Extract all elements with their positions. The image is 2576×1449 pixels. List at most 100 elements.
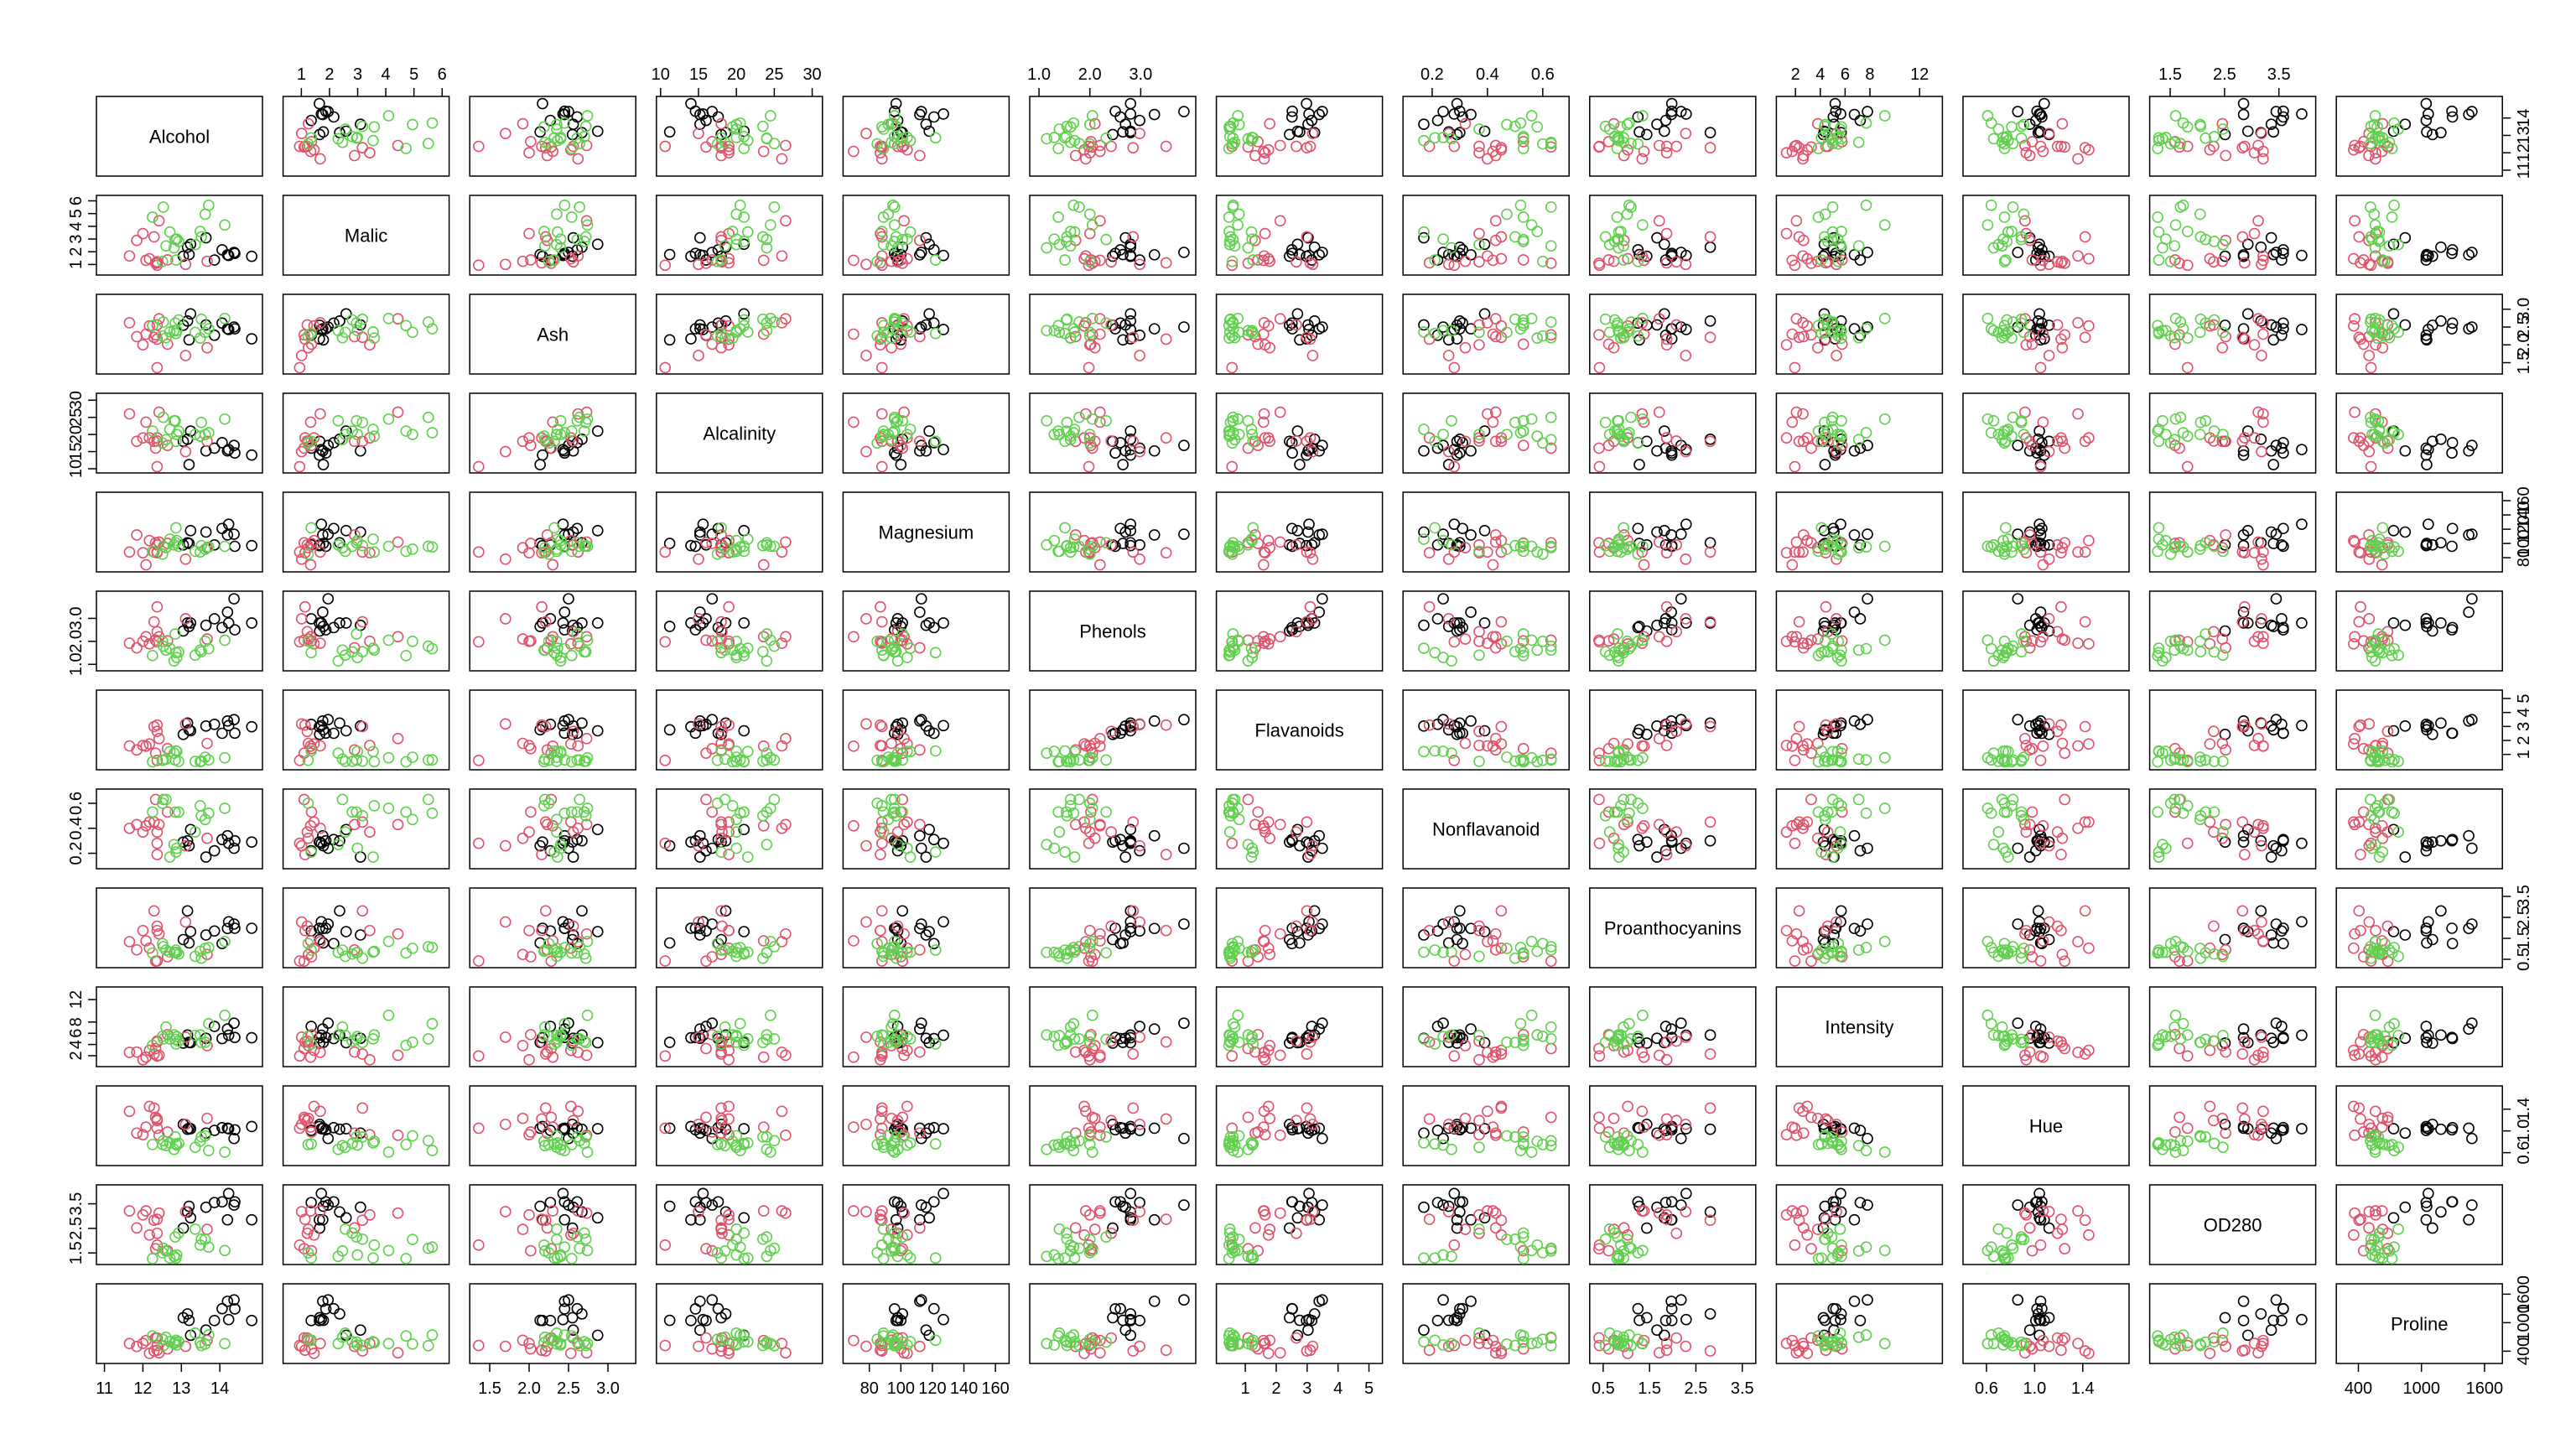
point: [2363, 916, 2376, 928]
point: [2174, 138, 2187, 150]
point: [1124, 97, 1137, 110]
point: [693, 553, 704, 565]
point: [1041, 132, 1052, 145]
point: [848, 328, 860, 340]
point: [534, 248, 546, 261]
point: [426, 117, 439, 129]
point: [700, 114, 712, 127]
point: [2037, 416, 2049, 428]
point: [1418, 444, 1430, 457]
point: [317, 529, 329, 541]
point: [2217, 428, 2229, 440]
point: [1638, 328, 1650, 340]
point: [1818, 524, 1831, 537]
point: [2034, 361, 2047, 374]
point: [1599, 120, 1612, 132]
point: [1160, 924, 1172, 937]
point: [1086, 1009, 1098, 1021]
point: [706, 918, 719, 930]
point: [1641, 435, 1653, 448]
point: [1862, 439, 1873, 452]
point: [1245, 226, 1258, 238]
point: [1611, 211, 1623, 223]
point: [2296, 916, 2308, 928]
point: [131, 641, 143, 654]
point: [351, 842, 363, 854]
point: [1178, 1017, 1190, 1029]
point: [295, 839, 308, 852]
point: [551, 123, 563, 135]
point: [2276, 329, 2288, 341]
point: [2177, 117, 2189, 129]
point: [1294, 459, 1306, 470]
point: [711, 330, 724, 342]
point: [1797, 408, 1809, 420]
point: [1148, 1023, 1161, 1035]
point: [1258, 558, 1270, 571]
point: [1148, 922, 1161, 935]
point: [123, 637, 136, 649]
point: [1525, 935, 1538, 948]
point: [1418, 642, 1430, 654]
point: [1124, 425, 1137, 437]
point: [1437, 918, 1449, 930]
point: [1454, 105, 1466, 117]
point: [2153, 326, 2165, 338]
point: [882, 208, 895, 221]
point: [2153, 254, 2165, 266]
point: [349, 435, 361, 448]
point: [2372, 132, 2385, 144]
point: [2387, 617, 2400, 629]
panel-frame: [2335, 491, 2503, 573]
point: [216, 437, 228, 449]
point: [314, 97, 325, 110]
point: [920, 118, 932, 130]
point: [780, 215, 792, 227]
point: [2023, 720, 2036, 732]
point: [1545, 257, 1557, 269]
point: [1603, 545, 1616, 558]
point: [2072, 637, 2084, 649]
point: [730, 123, 742, 135]
point: [2152, 143, 2163, 154]
point: [875, 600, 886, 613]
point: [2376, 254, 2389, 266]
point: [898, 406, 910, 418]
point: [1067, 117, 1080, 129]
point: [1105, 435, 1117, 447]
point: [1313, 249, 1325, 261]
point: [1651, 231, 1663, 244]
point: [302, 437, 314, 449]
point: [2043, 538, 2055, 551]
point: [407, 636, 418, 647]
point: [537, 97, 548, 110]
point: [1100, 947, 1112, 959]
point: [1245, 533, 1258, 545]
panel-frame: [2148, 392, 2317, 474]
point: [246, 922, 258, 934]
point: [2463, 829, 2475, 842]
point: [734, 323, 746, 335]
point: [1160, 547, 1172, 558]
point: [1636, 317, 1649, 329]
point: [2252, 139, 2264, 152]
point: [2036, 111, 2048, 123]
point: [780, 536, 792, 548]
point: [914, 249, 926, 261]
point: [1495, 142, 1508, 153]
point: [179, 258, 192, 271]
point: [1258, 153, 1270, 165]
point: [929, 647, 942, 659]
point: [382, 413, 395, 425]
point: [523, 147, 535, 158]
point: [898, 927, 910, 940]
point: [937, 617, 949, 629]
point: [1233, 208, 1245, 221]
point: [1086, 312, 1098, 325]
point: [1495, 435, 1508, 448]
point: [1105, 826, 1117, 839]
point: [1459, 255, 1472, 267]
point: [663, 724, 676, 736]
point: [2072, 153, 2084, 165]
point: [1675, 593, 1687, 605]
